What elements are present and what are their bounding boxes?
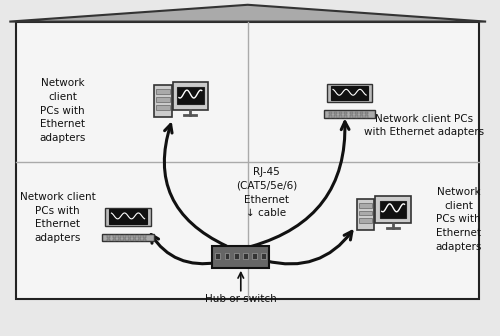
FancyBboxPatch shape <box>156 89 170 94</box>
FancyBboxPatch shape <box>234 253 238 259</box>
FancyBboxPatch shape <box>329 115 332 118</box>
FancyBboxPatch shape <box>144 239 146 241</box>
FancyBboxPatch shape <box>108 239 110 241</box>
FancyBboxPatch shape <box>354 115 358 118</box>
FancyBboxPatch shape <box>358 211 372 215</box>
FancyBboxPatch shape <box>106 208 150 226</box>
FancyBboxPatch shape <box>133 239 136 241</box>
FancyBboxPatch shape <box>224 253 230 259</box>
Text: Hub or switch: Hub or switch <box>205 294 277 304</box>
FancyBboxPatch shape <box>110 209 146 224</box>
FancyBboxPatch shape <box>340 115 342 118</box>
FancyBboxPatch shape <box>365 115 368 118</box>
FancyBboxPatch shape <box>340 112 342 114</box>
FancyBboxPatch shape <box>354 112 358 114</box>
FancyBboxPatch shape <box>128 235 131 238</box>
FancyBboxPatch shape <box>118 239 120 241</box>
FancyBboxPatch shape <box>216 253 220 259</box>
FancyBboxPatch shape <box>380 201 406 218</box>
FancyBboxPatch shape <box>334 112 337 114</box>
FancyBboxPatch shape <box>133 235 136 238</box>
FancyBboxPatch shape <box>118 235 120 238</box>
FancyBboxPatch shape <box>128 239 131 241</box>
Text: Network
client
PCs with
Ethernet
adapters: Network client PCs with Ethernet adapter… <box>40 78 86 143</box>
FancyBboxPatch shape <box>344 112 348 114</box>
Text: Network client PCs
with Ethernet adapters: Network client PCs with Ethernet adapter… <box>364 114 484 137</box>
Polygon shape <box>10 5 486 22</box>
FancyBboxPatch shape <box>144 235 146 238</box>
FancyBboxPatch shape <box>156 105 170 110</box>
FancyBboxPatch shape <box>243 253 248 259</box>
Text: Network
client
PCs with
Ethernet
adapters: Network client PCs with Ethernet adapter… <box>435 187 482 252</box>
FancyBboxPatch shape <box>331 86 368 100</box>
FancyBboxPatch shape <box>123 235 126 238</box>
FancyBboxPatch shape <box>262 253 266 259</box>
FancyBboxPatch shape <box>365 112 368 114</box>
FancyBboxPatch shape <box>108 235 110 238</box>
FancyBboxPatch shape <box>334 115 337 118</box>
FancyBboxPatch shape <box>350 112 352 114</box>
FancyBboxPatch shape <box>327 84 372 102</box>
FancyBboxPatch shape <box>329 112 332 114</box>
FancyBboxPatch shape <box>356 199 374 230</box>
FancyBboxPatch shape <box>123 239 126 241</box>
FancyBboxPatch shape <box>156 97 170 102</box>
FancyBboxPatch shape <box>252 253 257 259</box>
Text: RJ-45
(CAT5/5e/6)
Ethernet
↓ cable: RJ-45 (CAT5/5e/6) Ethernet ↓ cable <box>236 167 297 218</box>
FancyBboxPatch shape <box>360 115 363 118</box>
FancyBboxPatch shape <box>358 203 372 208</box>
FancyBboxPatch shape <box>154 85 172 117</box>
FancyBboxPatch shape <box>177 87 204 104</box>
FancyBboxPatch shape <box>112 235 116 238</box>
FancyBboxPatch shape <box>102 234 154 241</box>
FancyBboxPatch shape <box>376 196 411 223</box>
FancyBboxPatch shape <box>344 115 348 118</box>
FancyBboxPatch shape <box>212 246 270 268</box>
Text: Network client
PCs with
Ethernet
adapters: Network client PCs with Ethernet adapter… <box>20 192 96 243</box>
FancyBboxPatch shape <box>138 235 141 238</box>
FancyBboxPatch shape <box>324 110 376 118</box>
FancyBboxPatch shape <box>358 218 372 223</box>
FancyBboxPatch shape <box>16 22 479 299</box>
FancyBboxPatch shape <box>112 239 116 241</box>
FancyBboxPatch shape <box>138 239 141 241</box>
FancyBboxPatch shape <box>172 82 208 110</box>
FancyBboxPatch shape <box>360 112 363 114</box>
FancyBboxPatch shape <box>350 115 352 118</box>
